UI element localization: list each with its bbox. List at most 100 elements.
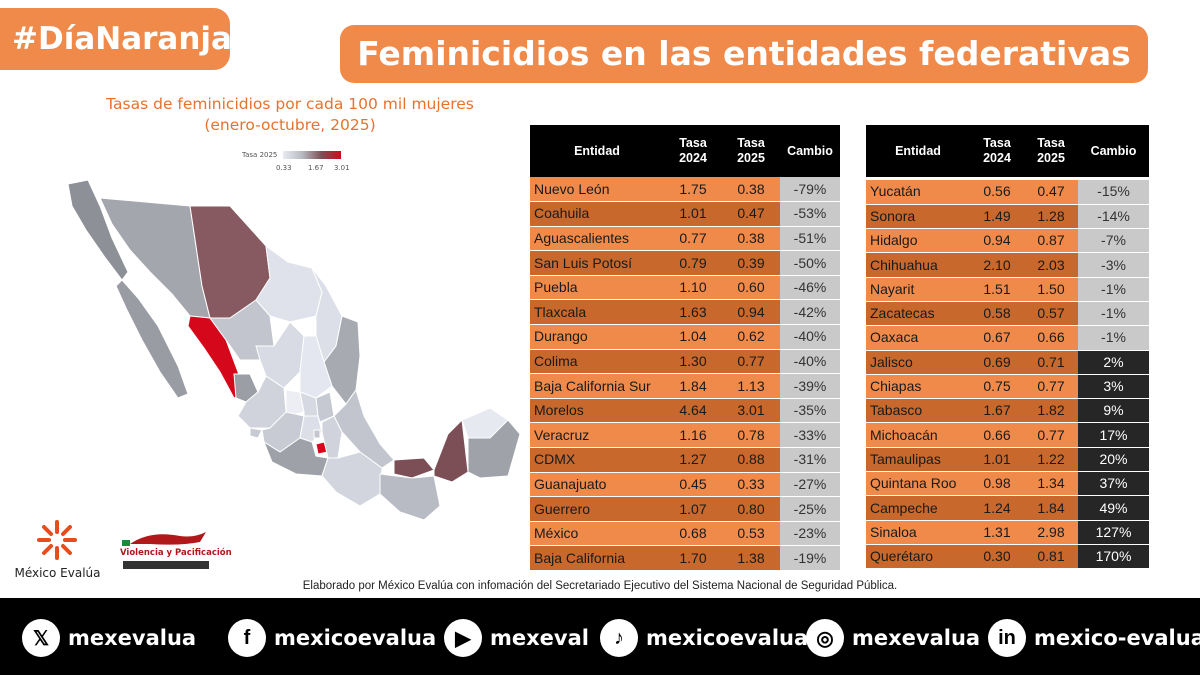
col-header-tasa-2024: Tasa 2024 (664, 125, 722, 177)
cell-tasa-2025: 3.01 (722, 398, 780, 424)
mexico-evalua-logo: México Evalúa (10, 514, 105, 584)
social-link-tiktok[interactable]: ♪ mexicoevalua (600, 618, 808, 658)
cell-cambio: -79% (780, 177, 840, 203)
cell-tasa-2025: 0.57 (1024, 301, 1078, 327)
cell-cambio: -35% (780, 398, 840, 424)
cell-cambio: -27% (780, 472, 840, 498)
cell-tasa-2025: 2.03 (1024, 252, 1078, 278)
cell-entidad: Durango (530, 324, 664, 350)
table-row: Querétaro 0.30 0.81 170% (866, 544, 1149, 570)
cell-tasa-2025: 1.34 (1024, 471, 1078, 497)
cell-entidad: Colima (530, 349, 664, 375)
source-note: Elaborado por México Evalúa con infomaci… (302, 580, 898, 592)
mexico-evalua-emblem-icon (37, 520, 77, 560)
cell-tasa-2025: 1.13 (722, 373, 780, 399)
cell-entidad: CDMX (530, 447, 664, 473)
social-handle: mexevalua (68, 626, 197, 650)
table-row: Guerrero 1.07 0.80 -25% (530, 496, 840, 522)
page-title: Feminicidios en las entidades federativa… (340, 25, 1148, 83)
cell-tasa-2025: 1.22 (1024, 447, 1078, 473)
cell-entidad: Guanajuato (530, 472, 664, 498)
mexico-evalua-name: México Evalúa (14, 566, 101, 580)
cell-tasa-2025: 0.88 (722, 447, 780, 473)
table-left: Entidad Tasa 2024 Tasa 2025 Cambio Nuevo L… (530, 125, 840, 571)
cell-entidad: Sonora (866, 204, 970, 230)
cell-tasa-2025: 0.77 (1024, 374, 1078, 400)
cell-entidad: México (530, 521, 664, 547)
cell-tasa-2024: 1.63 (664, 299, 722, 326)
x-icon: 𝕏 (22, 619, 60, 657)
legend-label: Tasa 2025 (242, 151, 278, 159)
social-link-instagram[interactable]: ◎ mexevalua (806, 618, 980, 658)
social-link-linkedin[interactable]: in mexico-evalua (988, 618, 1200, 658)
cell-tasa-2025: 0.66 (1024, 325, 1078, 351)
cell-cambio: -50% (780, 250, 840, 276)
legend-tick-mid: 1.67 (308, 164, 324, 172)
cell-tasa-2024: 1.75 (664, 177, 722, 203)
cell-cambio: -7% (1078, 228, 1149, 254)
cell-tasa-2025: 0.38 (722, 177, 780, 203)
cell-cambio: -1% (1078, 325, 1149, 351)
cell-entidad: Campeche (866, 495, 970, 521)
cell-tasa-2024: 0.58 (970, 301, 1024, 327)
cell-tasa-2024: 0.56 (970, 180, 1024, 205)
social-link-facebook[interactable]: f mexicoevalua (228, 618, 436, 658)
map-title: Tasas de feminicidios por cada 100 mil m… (80, 94, 500, 136)
cell-tasa-2024: 1.51 (970, 277, 1024, 302)
table-row: Colima 1.30 0.77 -40% (530, 349, 840, 375)
cell-entidad: Nuevo León (530, 177, 664, 203)
legend-tick-max: 3.01 (334, 164, 350, 172)
cell-entidad: Baja California (530, 545, 664, 571)
cell-cambio: 20% (1078, 447, 1149, 473)
map-title-line2: (enero-octubre, 2025) (204, 116, 376, 134)
map-state-san-luis-potosi (299, 335, 333, 399)
cell-tasa-2024: 1.67 (970, 398, 1024, 424)
table-row: Michoacán 0.66 0.77 17% (866, 422, 1149, 448)
violencia-pacificacion-name: Violencia y Pacificación (120, 548, 232, 558)
cell-cambio: -39% (780, 373, 840, 399)
cell-tasa-2024: 1.31 (970, 520, 1024, 545)
col-header-cambio: Cambio (780, 125, 840, 177)
cell-tasa-2025: 0.87 (1024, 228, 1078, 254)
facebook-icon: f (228, 619, 266, 657)
cell-tasa-2025: 0.39 (722, 250, 780, 276)
cell-cambio: 49% (1078, 495, 1149, 521)
table-row: Jalisco 0.69 0.71 2% (866, 350, 1149, 375)
cell-cambio: -15% (1078, 180, 1149, 205)
cell-tasa-2025: 1.82 (1024, 398, 1078, 424)
table-row: Oaxaca 0.67 0.66 -1% (866, 325, 1149, 351)
table-row: Aguascalientes 0.77 0.38 -51% (530, 226, 840, 252)
cell-tasa-2025: 0.47 (1024, 180, 1078, 205)
table-row: Veracruz 1.16 0.78 -33% (530, 422, 840, 449)
table-row: Morelos 4.64 3.01 -35% (530, 398, 840, 424)
map-state-cdmx (313, 429, 321, 439)
cell-tasa-2024: 0.98 (970, 471, 1024, 497)
table-row: San Luis Potosí 0.79 0.39 -50% (530, 250, 840, 276)
table-row: Nayarit 1.51 1.50 -1% (866, 277, 1149, 302)
cell-cambio: 37% (1078, 471, 1149, 497)
table-row: Baja California 1.70 1.38 -19% (530, 545, 840, 571)
map-state-colima (249, 427, 263, 439)
table-row: México 0.68 0.53 -23% (530, 521, 840, 547)
table-row: Sonora 1.49 1.28 -14% (866, 204, 1149, 230)
cell-cambio: -19% (780, 545, 840, 571)
cell-entidad: Morelos (530, 398, 664, 424)
map-state-coahuila (255, 244, 323, 323)
table-row: Chiapas 0.75 0.77 3% (866, 374, 1149, 400)
col-header-tasa-2025: Tasa 2025 (1024, 125, 1078, 177)
cell-entidad: Aguascalientes (530, 226, 664, 252)
map-state-baja-california (67, 179, 129, 281)
cell-tasa-2024: 0.68 (664, 521, 722, 547)
cell-cambio: 9% (1078, 398, 1149, 424)
social-link-youtube[interactable]: ▶ mexeval (444, 618, 589, 658)
cell-tasa-2024: 1.30 (664, 349, 722, 375)
map-state-campeche (433, 418, 469, 483)
cell-cambio: -33% (780, 422, 840, 449)
cell-tasa-2024: 1.16 (664, 422, 722, 449)
cell-cambio: -53% (780, 201, 840, 227)
social-handle: mexeval (490, 626, 589, 650)
cell-entidad: Sinaloa (866, 520, 970, 545)
cell-tasa-2024: 0.77 (664, 226, 722, 252)
